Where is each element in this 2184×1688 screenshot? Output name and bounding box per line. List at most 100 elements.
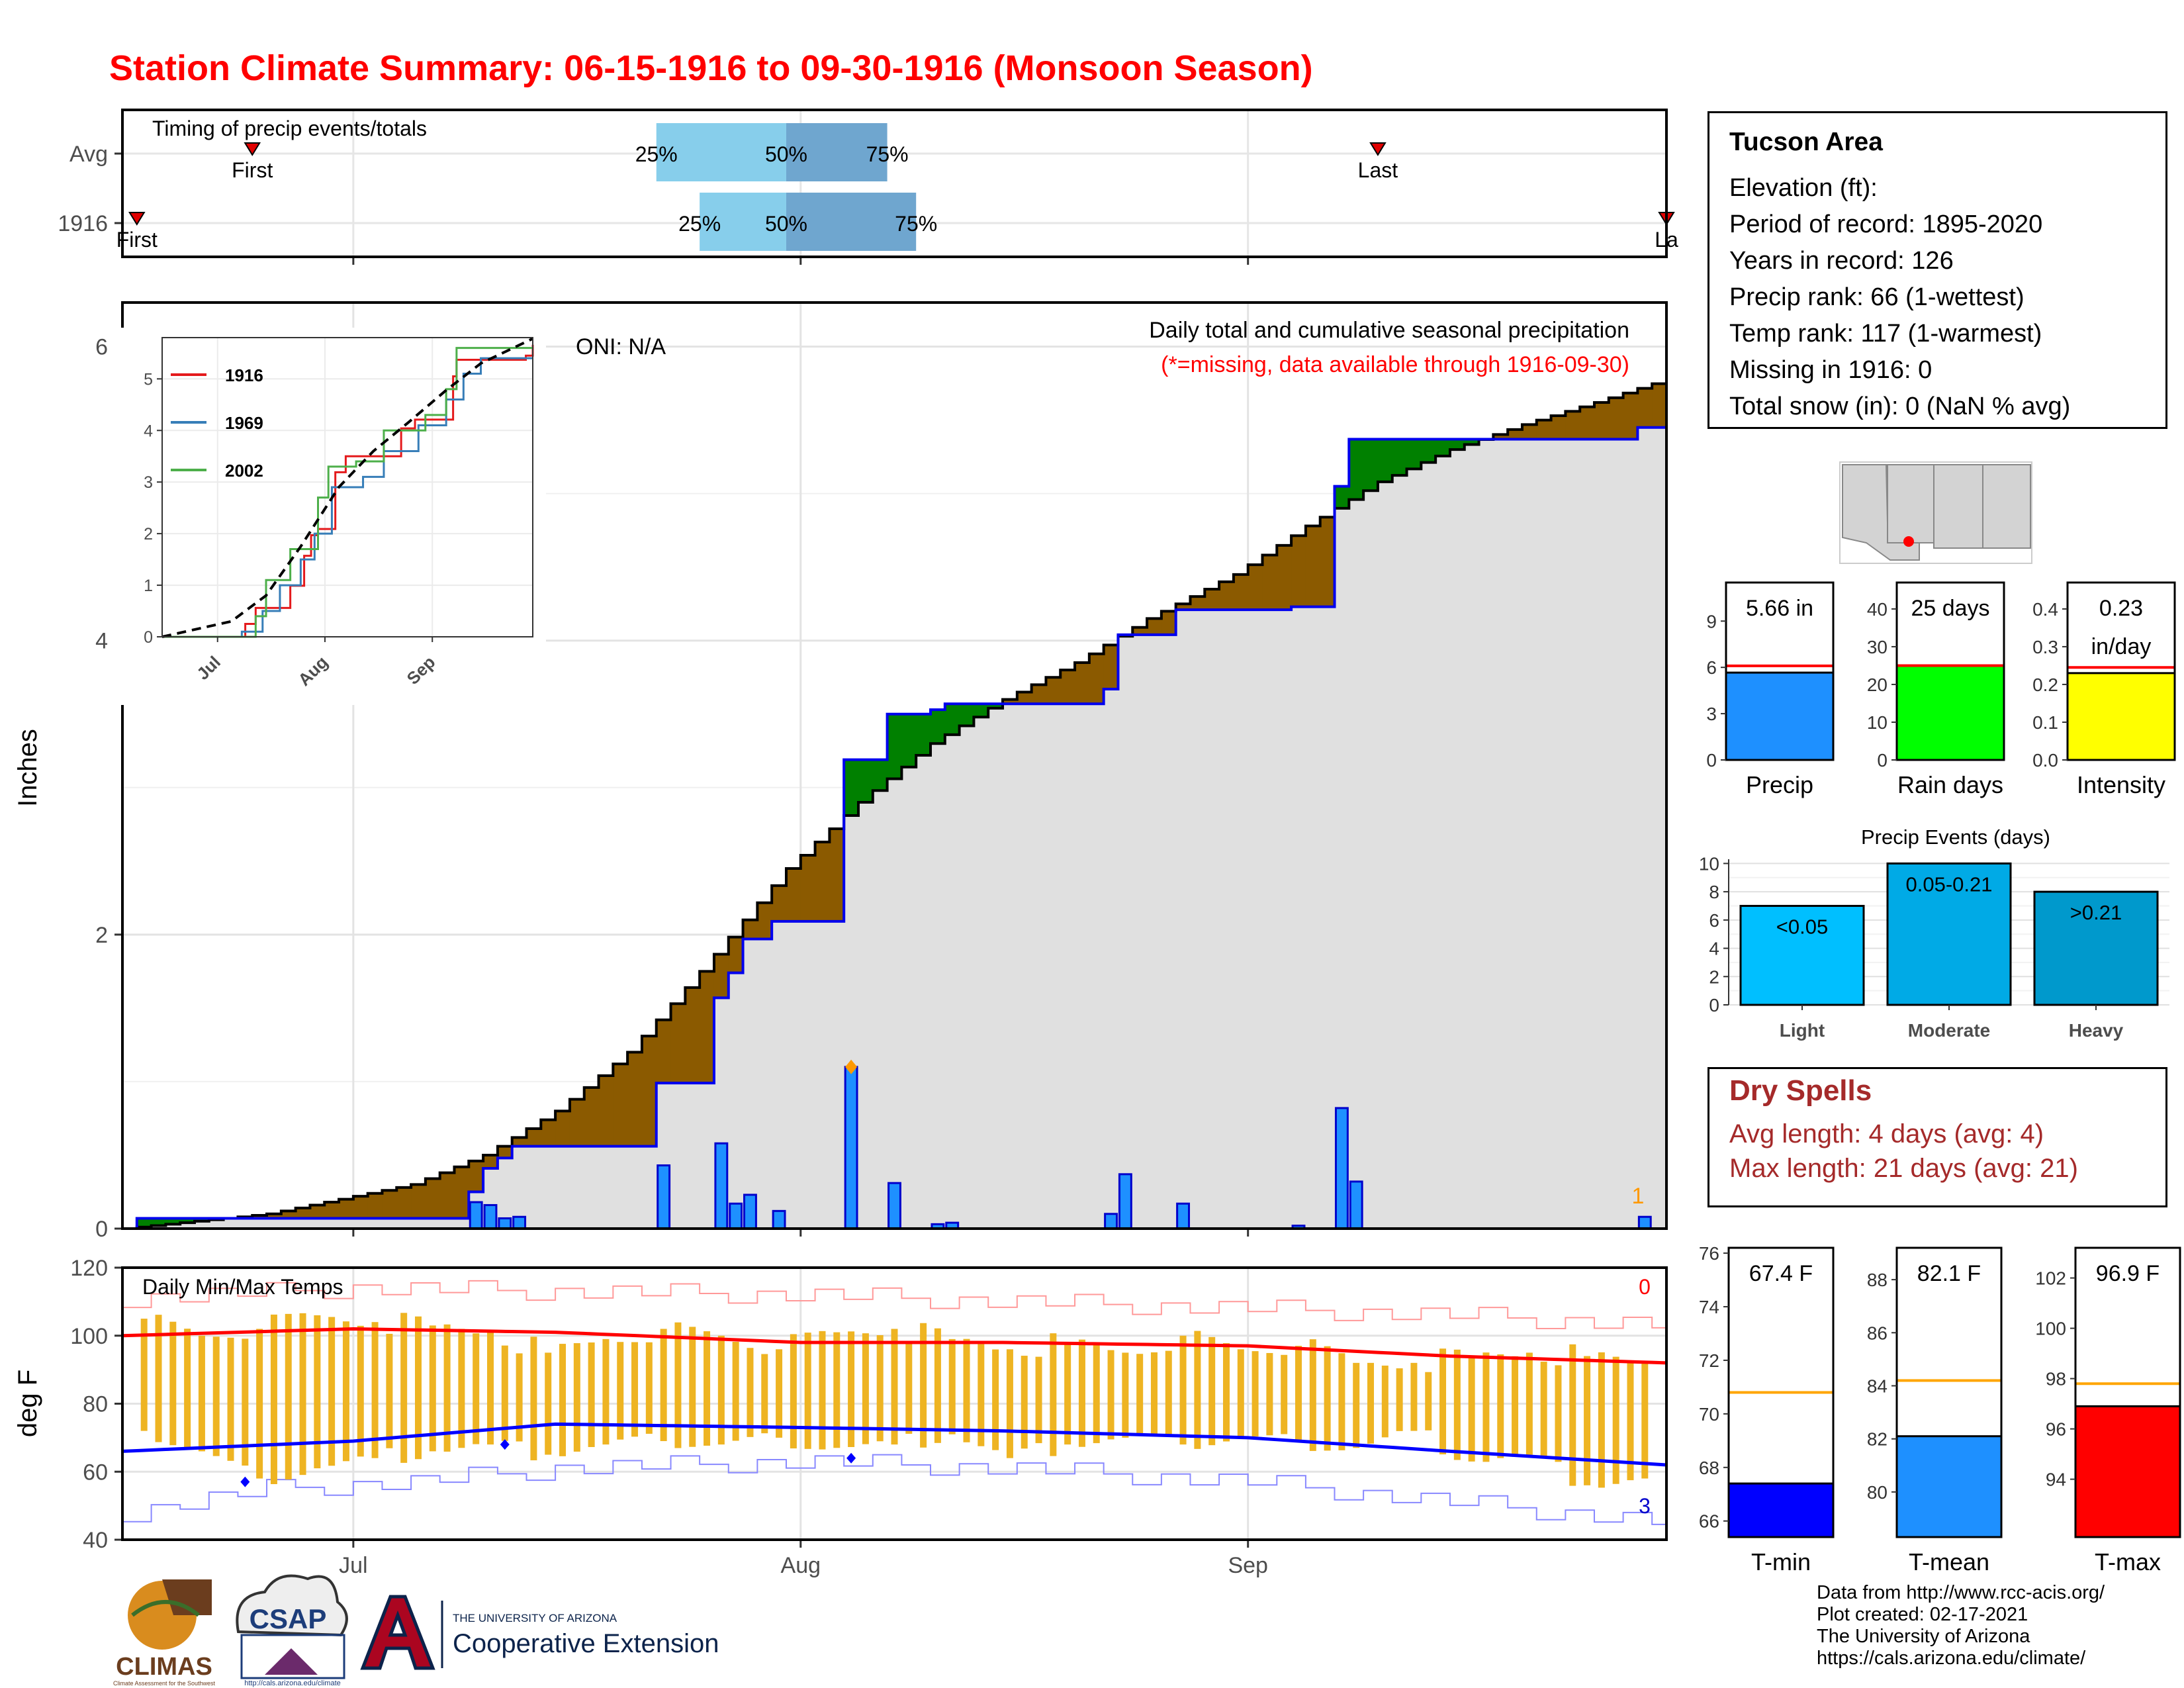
events-ytick-label: 2 [1709,966,1719,987]
deficit-area [367,1193,383,1219]
summary-ytick-label: 0 [1706,750,1717,771]
timing-frame [121,109,1668,258]
precip-note-missing: (*=missing, data available through 1916-… [1161,352,1629,377]
deficit-area [1031,684,1047,704]
daily-temp-range-bar [1338,1353,1345,1450]
daily-temp-range-bar [1381,1365,1388,1438]
daily-precip-bar [1176,1202,1191,1230]
avg-cumulative-line [122,379,1668,1230]
daily-temp-range-bar [948,1338,956,1434]
deficit-area [1060,670,1075,704]
climas-mark-icon [162,1579,212,1615]
events-ytick-label: 10 [1699,853,1719,874]
summary-bar [1895,664,2005,761]
daily-temp-range-bar [1309,1339,1316,1451]
summary-ytick-label: 0.0 [2032,750,2058,771]
month-tick-label: Aug [781,1553,821,1578]
daily-temp-range-bar [1179,1335,1187,1445]
deficit-area [295,1207,311,1219]
deficit-area [1565,411,1580,440]
daily-temp-range-bar [1222,1343,1230,1442]
daily-temp-range-bar [1165,1350,1172,1435]
summary-ytick-label: 10 [1867,712,1888,733]
daily-temp-range-bar [588,1342,595,1448]
deficit-area [1046,677,1061,704]
temp-ytick-label: 60 [83,1460,108,1485]
daily-temp-range-bar [761,1354,768,1434]
csap-logo-text: CSAP [250,1603,327,1634]
temp-summary-bar [1895,1435,2003,1538]
daily-temp-range-bar [1208,1336,1216,1446]
summary-value-label: in/day [2091,634,2152,659]
daily-temp-range-bar [1525,1352,1533,1455]
last-event-label: Last [1358,158,1398,182]
daily-precip-bar [1637,1215,1652,1230]
precip-ytick-label: 4 [95,629,108,654]
surplus-area [916,714,931,755]
daily-temp-range-bar [804,1333,811,1449]
daily-temp-range-bar [458,1329,465,1448]
daily-temp-range-bar [443,1324,451,1452]
surplus-area [844,759,859,816]
surplus-area [136,1218,152,1227]
deficit-area [786,868,801,921]
temp-frame [121,1266,1668,1541]
temp-bar-ytick-label: 96 [2046,1419,2066,1440]
temp-bar-frame [2074,1246,2181,1538]
daily-temp-range-bar [256,1329,263,1479]
surplus-area [1449,439,1465,450]
record-low-marker [846,1452,856,1464]
precip-frame [121,301,1668,1230]
daily-temp-range-bar [357,1325,364,1457]
daily-precip-bar [1349,1180,1363,1230]
daily-temp-range-bar [1266,1352,1273,1436]
temp-bar-frame [1727,1246,1835,1538]
ua-extension-text: Cooperative Extension [453,1629,719,1658]
inset-legend-label: 1969 [225,413,263,433]
temp-bar-ytick-label: 98 [2046,1369,2066,1389]
dry-spells-avg: Avg length: 4 days (avg: 4) [1729,1119,2044,1149]
deficit-area [1508,429,1523,440]
event-bar-label: 0.05-0.21 [1906,872,1993,896]
deficit-area [1175,604,1191,610]
deficit-area [483,1154,498,1168]
first-event-label: First [232,158,273,182]
daily-temp-range-bar [1078,1339,1085,1447]
daily-temp-range-bar [891,1329,898,1445]
info-line: Total snow (in): 0 (NaN % avg) [1729,393,2071,420]
map-texas [1982,464,2031,549]
surplus-area [887,714,903,779]
daily-temp-range-bar [386,1333,393,1448]
daily-precip-bar [1118,1173,1132,1230]
first-event-marker [128,212,146,226]
temp-title: Daily Min/Max Temps [142,1275,343,1299]
daily-temp-range-bar [314,1315,321,1469]
daily-precip-bar [657,1164,671,1230]
deficit-area [598,1076,614,1147]
deficit-area [382,1190,397,1219]
temp-bar-ytick-label: 86 [1867,1323,1888,1343]
daily-temp-range-bar [473,1333,480,1444]
deficit-area [1493,434,1508,440]
inset-ytick-label: 3 [144,473,153,492]
surplus-area [858,759,874,803]
event-bar-name: Moderate [1908,1020,1990,1041]
deficit-area [700,971,715,1084]
deficit-area [497,1146,513,1158]
timing-bar-25-50 [656,123,786,181]
precip-ytick-label: 0 [95,1217,108,1242]
temp-bar-ytick-label: 74 [1699,1297,1719,1317]
deficit-area [469,1160,484,1192]
credit-line: Data from http://www.rcc-acis.org/ [1817,1582,2105,1603]
deficit-area [713,954,729,998]
station-name: Tucson Area [1729,128,1883,156]
summary-ytick-label: 0.4 [2032,599,2058,620]
events-ytick-label: 4 [1709,939,1719,959]
temp-summary-bar [1727,1482,1835,1538]
surplus-area [195,1218,210,1221]
ua-block-a-logo [360,1595,435,1670]
first-event-marker [244,142,261,156]
daily-temp-range-bar [1641,1362,1649,1479]
deficit-area [1248,565,1263,610]
daily-temp-range-bar [920,1323,927,1448]
